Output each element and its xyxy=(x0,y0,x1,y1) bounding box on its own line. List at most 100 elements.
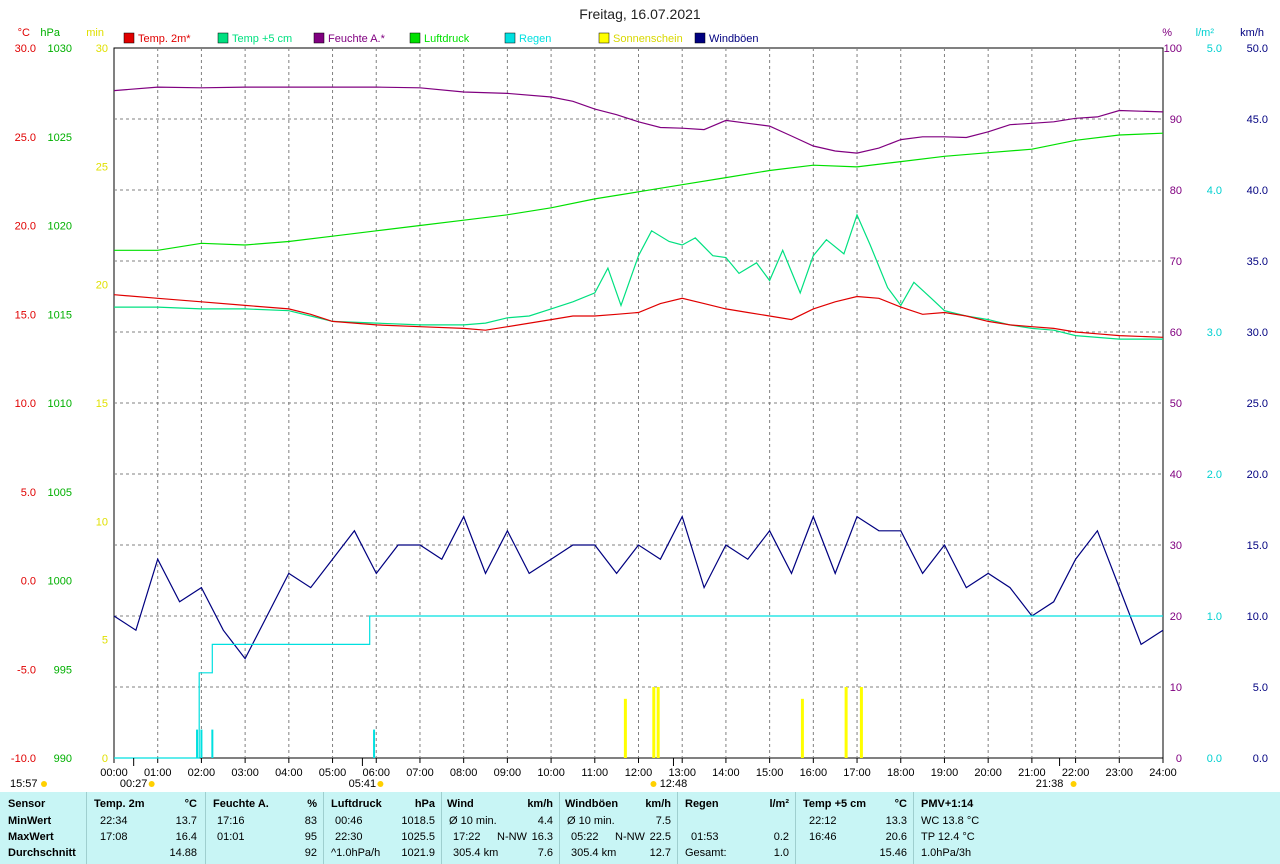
feuchte-max-time: 01:01 xyxy=(217,831,245,843)
summary-header-pmv: PMV+1:14 xyxy=(921,798,974,810)
rain-bar xyxy=(196,729,199,758)
regen-total-label: Gesamt: xyxy=(685,847,727,859)
moonset-marker: 00:27 xyxy=(120,758,155,790)
sunset-marker: 21:38 xyxy=(1036,758,1077,790)
hpa-tick-label: 1010 xyxy=(48,398,72,410)
summary-unit-t5: °C xyxy=(894,798,907,810)
axes: 00:00 01:00 02:00 03:00 04:00 05:00 06:00 07:00… xyxy=(11,27,1268,779)
legend-item: Temp +5 cm xyxy=(217,32,292,45)
summary-header-t5: Temp +5 cm xyxy=(803,798,867,810)
t5-max: 20.6 xyxy=(885,831,907,843)
wind-tick-label: 25.0 xyxy=(1247,398,1268,410)
summary-header-luft: Luftdruck xyxy=(331,798,382,810)
x-tick-label: 13:00 xyxy=(668,767,696,779)
summary-col-feuchte: Feuchte A. % 17:16 83 01:01 95 92 xyxy=(205,792,324,864)
hpa-tick-label: 1000 xyxy=(48,576,72,588)
x-tick-label: 12:00 xyxy=(625,767,653,779)
temp-tick-label: 5.0 xyxy=(21,487,36,499)
summary-row-min: MinWert xyxy=(8,815,52,827)
sunshine-bar xyxy=(800,698,804,758)
legend-item: Luftdruck xyxy=(409,32,470,45)
pct-tick-label: 20 xyxy=(1170,611,1182,623)
x-tick-label: 14:00 xyxy=(712,767,740,779)
wind-avg10-label: Ø 10 min. xyxy=(449,815,497,827)
summary-col-temp: Temp. 2m °C 22:34 13.7 17:08 16.4 14.88 xyxy=(86,792,206,864)
sun-icon xyxy=(1070,781,1077,787)
rain-bar xyxy=(200,729,203,758)
summary-unit-regen: l/m² xyxy=(769,798,789,810)
series-windboeen xyxy=(113,514,1164,660)
x-tick-label: 23:00 xyxy=(1106,767,1134,779)
legend-item: Temp. 2m* xyxy=(123,32,191,45)
summary-col-wind: Wind km/h Ø 10 min. 4.4 17:22 N-NW 16.3 … xyxy=(441,792,560,864)
moonset-label: 00:27 xyxy=(120,778,148,790)
boeen-dist: 305.4 km xyxy=(571,847,617,859)
hpa-tick-label: 990 xyxy=(54,753,72,765)
luft-avg: 1021.9 xyxy=(401,847,435,859)
hpa-tick-label: 1020 xyxy=(48,221,72,233)
summary-unit-temp: °C xyxy=(184,798,197,810)
rain-tick-label: 1.0 xyxy=(1207,611,1222,623)
grid xyxy=(113,47,1164,759)
hpa-unit: hPa xyxy=(40,27,60,39)
pct-tick-label: 90 xyxy=(1170,114,1182,126)
rain-tick-label: 3.0 xyxy=(1207,327,1222,339)
t5-min-time: 22:12 xyxy=(809,815,837,827)
legend-item: Regen xyxy=(504,32,551,45)
noon-marker: 12:48 xyxy=(650,758,687,790)
legend-swatch xyxy=(598,32,610,44)
sunshine-bar xyxy=(656,687,660,758)
pct-tick-label: 70 xyxy=(1170,256,1182,268)
sunshine-bar xyxy=(623,698,627,758)
x-tick-label: 16:00 xyxy=(800,767,828,779)
moon-icon xyxy=(41,781,47,787)
x-tick-label: 03:00 xyxy=(231,767,259,779)
t5-max-time: 16:46 xyxy=(809,831,837,843)
luft-min-time: 00:46 xyxy=(335,815,363,827)
temp-tick-label: 10.0 xyxy=(15,398,36,410)
feuchte-min-time: 17:16 xyxy=(217,815,245,827)
wind-tick-label: 45.0 xyxy=(1247,114,1268,126)
legend-label: Windböen xyxy=(709,33,759,45)
regen-max: 0.2 xyxy=(773,831,789,843)
pct-tick-label: 100 xyxy=(1164,43,1182,55)
sun-icon xyxy=(377,781,384,787)
summary-col-regen: Regen l/m² 01:53 0.2 Gesamt: 1.0 xyxy=(677,792,796,864)
x-tick-label: 22:00 xyxy=(1062,767,1090,779)
sunshine-bar xyxy=(844,687,848,758)
feuchte-avg: 92 xyxy=(304,847,317,859)
temp-tick-label: -5.0 xyxy=(17,664,36,676)
x-tick-label: 18:00 xyxy=(887,767,915,779)
legend-item: Sonnenschein xyxy=(598,32,683,45)
sunset-label: 21:38 xyxy=(1036,778,1064,790)
x-tick-label: 10:00 xyxy=(537,767,565,779)
legend: Temp. 2m* Temp +5 cm Feuchte A.* Luftdruck R… xyxy=(123,32,759,45)
temp-min-time: 22:34 xyxy=(100,815,128,827)
x-tick-label: 00:00 xyxy=(100,767,128,779)
chart-title: Freitag, 16.07.2021 xyxy=(579,6,701,22)
luft-min: 1018.5 xyxy=(401,815,435,827)
summary-header-regen: Regen xyxy=(685,798,719,810)
x-tick-label: 08:00 xyxy=(450,767,478,779)
luft-trend: ^1.0hPa/h xyxy=(331,847,381,859)
x-tick-label: 17:00 xyxy=(843,767,871,779)
min-tick-label: 25 xyxy=(96,161,108,173)
summary-col-luft: Luftdruck hPa 00:46 1018.5 22:30 1025.5 … xyxy=(323,792,442,864)
pmv-wc: WC 13.8 °C xyxy=(921,815,980,827)
t5-min: 13.3 xyxy=(885,815,907,827)
rain-tick-label: 0.0 xyxy=(1207,753,1222,765)
min-tick-label: 30 xyxy=(96,43,108,55)
series xyxy=(113,86,1164,759)
pct-tick-label: 30 xyxy=(1170,540,1182,552)
summary-header-sensor: Sensor xyxy=(8,798,46,810)
wind-tick-label: 15.0 xyxy=(1247,540,1268,552)
summary-col-sensor: Sensor MinWert MaxWert Durchschnitt xyxy=(0,792,87,864)
series-temp-5cm xyxy=(114,213,1163,340)
temp-tick-label: 30.0 xyxy=(15,43,36,55)
series-regen xyxy=(114,615,1163,759)
rain-tick-label: 4.0 xyxy=(1207,185,1222,197)
pct-unit: % xyxy=(1162,27,1172,39)
temp-tick-label: -10.0 xyxy=(11,753,36,765)
sunrise-marker: 05:41 xyxy=(349,758,384,790)
summary-col-boeen: Windböen km/h Ø 10 min. 7.5 05:22 N-NW 2… xyxy=(559,792,678,864)
